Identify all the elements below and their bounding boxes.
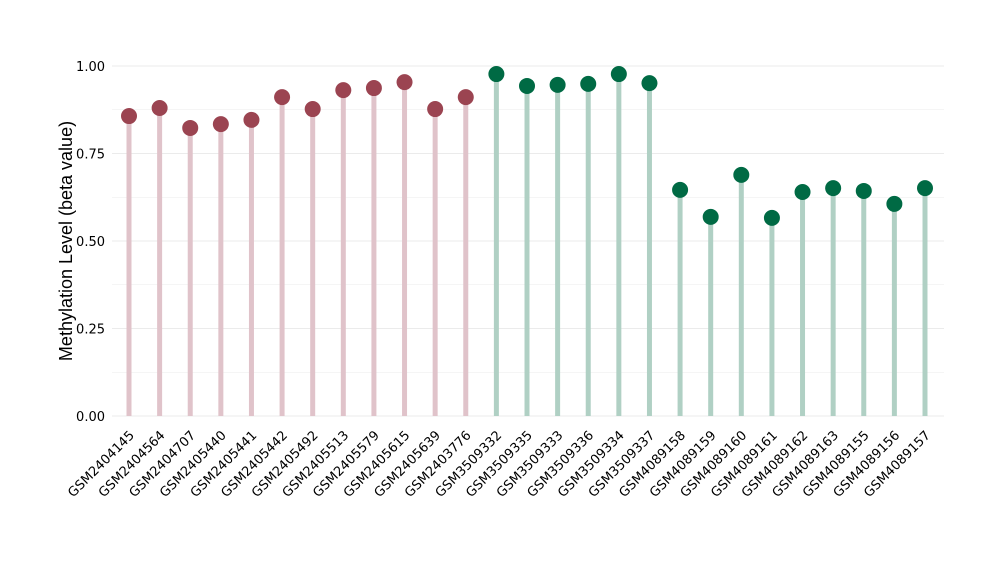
- point-GSM3509333: [549, 76, 566, 93]
- x-axis-ticks: GSM2404145GSM2404564GSM2404707GSM2405440…: [65, 428, 933, 500]
- y-tick-label: 0.50: [76, 235, 105, 250]
- y-tick-label: 1.00: [76, 60, 105, 75]
- y-tick-label: 0.00: [76, 410, 105, 425]
- point-GSM4089161: [763, 209, 780, 226]
- point-GSM2405579: [365, 80, 382, 97]
- point-GSM2404145: [121, 108, 137, 125]
- point-GSM4089157: [917, 180, 933, 197]
- point-GSM3509334: [610, 66, 627, 83]
- point-GSM2405440: [212, 116, 229, 133]
- point-GSM3509336: [580, 75, 597, 92]
- point-GSM2405441: [243, 111, 260, 128]
- y-tick-label: 0.75: [76, 148, 105, 163]
- point-GSM3509335: [519, 77, 535, 94]
- point-GSM3509337: [641, 75, 658, 92]
- y-axis-ticks: 0.00 0.25 0.50 0.75 1.00: [76, 60, 105, 425]
- y-axis-label: Methylation Level (beta value): [56, 121, 76, 361]
- point-GSM4089160: [733, 166, 750, 183]
- point-GSM4089163: [825, 180, 842, 197]
- point-GSM4089155: [855, 182, 872, 199]
- stems: [126, 74, 928, 416]
- y-tick-label: 0.25: [76, 323, 105, 338]
- point-GSM2405639: [427, 101, 444, 118]
- point-GSM2405513: [335, 82, 352, 99]
- point-GSM2404707: [182, 119, 199, 136]
- point-GSM2404564: [151, 100, 168, 116]
- point-GSM2403776: [457, 89, 474, 106]
- point-GSM4089158: [672, 181, 689, 198]
- points: [121, 66, 933, 226]
- point-GSM2405615: [396, 74, 413, 91]
- point-GSM4089159: [702, 208, 719, 225]
- point-GSM3509332: [488, 66, 505, 83]
- point-GSM4089162: [794, 184, 811, 200]
- point-GSM4089156: [886, 195, 903, 212]
- point-GSM2405492: [304, 101, 321, 118]
- point-GSM2405442: [274, 89, 291, 106]
